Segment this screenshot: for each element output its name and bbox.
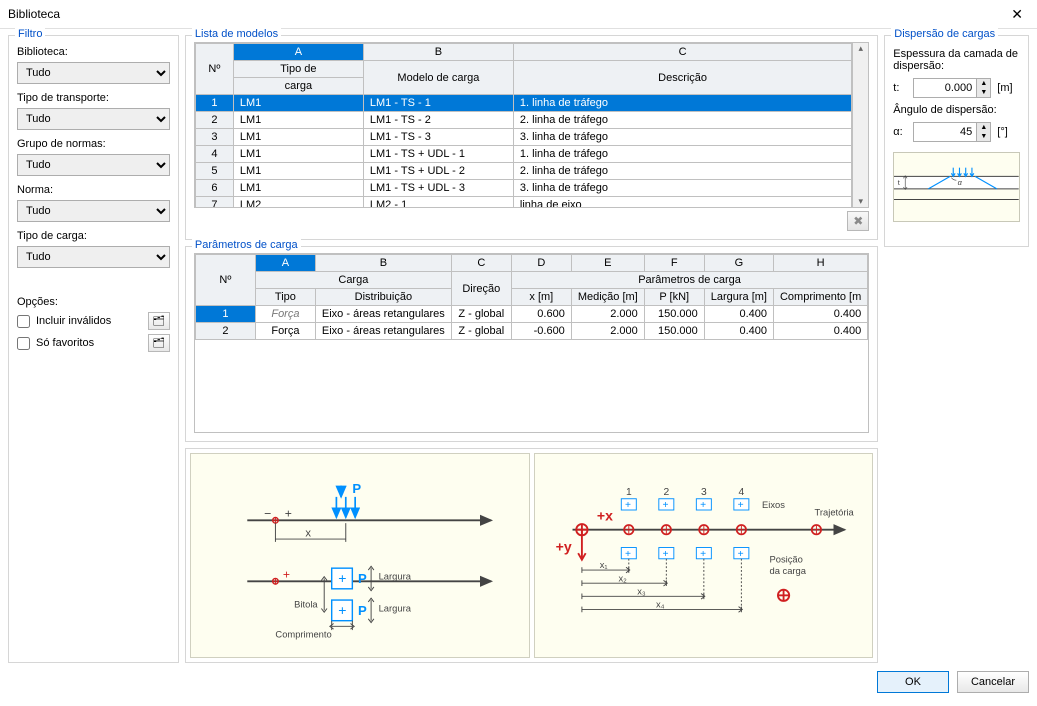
transporte-combo[interactable]: Tudo [17, 108, 170, 130]
svg-text:Eixos: Eixos [762, 500, 785, 510]
opcoes-label: Opções: [17, 296, 170, 308]
svg-text:+: + [700, 500, 706, 511]
svg-text:+: + [625, 500, 631, 511]
svg-text:Trajetória: Trajetória [814, 508, 854, 518]
t-label: t: [893, 82, 907, 94]
transporte-label: Tipo de transporte: [17, 92, 170, 104]
svg-text:Bitola: Bitola [294, 600, 318, 610]
models-group-title: Lista de modelos [192, 28, 281, 40]
svg-text:+: + [283, 567, 290, 581]
params-table[interactable]: NºABCDEFGHCargaDireçãoParâmetros de carg… [195, 254, 868, 340]
svg-text:P: P [358, 571, 367, 586]
delete-icon[interactable]: ✖ [847, 211, 869, 231]
svg-text:+: + [662, 500, 668, 511]
dispersion-group: Dispersão de cargas Espessura da camada … [884, 35, 1029, 247]
svg-text:da carga: da carga [769, 566, 806, 576]
svg-text:+: + [338, 602, 346, 618]
svg-text:α: α [958, 178, 963, 187]
normas-combo[interactable]: Tudo [17, 154, 170, 176]
titlebar: Biblioteca ✕ [0, 0, 1037, 28]
invalidos-tool-button[interactable]: 🗂 [148, 312, 170, 330]
svg-text:+: + [737, 549, 743, 560]
svg-text:P: P [352, 481, 361, 496]
params-group-title: Parâmetros de carga [192, 239, 301, 251]
diagram-panel-2: +x +y Trajetória 1 + +2 + +3 + +4 + + Eixos Posiçãoda… [534, 453, 874, 658]
svg-text:+: + [700, 549, 706, 560]
t-spin[interactable]: ▲▼ [913, 78, 991, 98]
biblioteca-combo[interactable]: Tudo [17, 62, 170, 84]
params-group: Parâmetros de carga NºABCDEFGHCargaDireç… [185, 246, 878, 442]
norma-label: Norma: [17, 184, 170, 196]
cancel-button[interactable]: Cancelar [957, 671, 1029, 693]
incluir-invalidos-label: Incluir inválidos [36, 315, 111, 327]
tipocarga-combo[interactable]: Tudo [17, 246, 170, 268]
dispersion-diagram: tα [893, 152, 1020, 222]
svg-text:4: 4 [738, 487, 744, 498]
footer: OK Cancelar [8, 669, 1029, 693]
t-unit: [m] [997, 82, 1012, 94]
tipocarga-label: Tipo de carga: [17, 230, 170, 242]
svg-text:+: + [737, 500, 743, 511]
a-input[interactable] [914, 123, 976, 141]
models-scrollbar[interactable] [852, 43, 868, 207]
svg-text:x₂: x₂ [618, 573, 627, 583]
norma-combo[interactable]: Tudo [17, 200, 170, 222]
diagram-panel-1: −+Px++PLargura+PLarguraBitolaComprimento [190, 453, 530, 658]
svg-text:−: − [264, 507, 271, 521]
a-down-icon[interactable]: ▼ [977, 132, 990, 141]
diagram-row: −+Px++PLargura+PLarguraBitolaComprimento… [185, 448, 878, 663]
svg-text:Posição: Posição [769, 555, 802, 565]
so-favoritos-checkbox[interactable]: Só favoritos [17, 337, 148, 350]
incluir-invalidos-checkbox[interactable]: Incluir inválidos [17, 315, 148, 328]
svg-text:3: 3 [701, 487, 707, 498]
so-favoritos-label: Só favoritos [36, 337, 94, 349]
filter-group-title: Filtro [15, 28, 45, 40]
a-up-icon[interactable]: ▲ [977, 123, 990, 132]
svg-text:+y: +y [555, 538, 571, 554]
t-input[interactable] [914, 79, 976, 97]
normas-label: Grupo de normas: [17, 138, 170, 150]
svg-text:+x: +x [597, 507, 613, 523]
t-down-icon[interactable]: ▼ [977, 88, 990, 97]
t-up-icon[interactable]: ▲ [977, 79, 990, 88]
svg-text:Largura: Largura [379, 603, 412, 613]
ok-button[interactable]: OK [877, 671, 949, 693]
svg-text:x₁: x₁ [599, 560, 607, 570]
close-icon[interactable]: ✕ [1003, 2, 1031, 27]
models-table[interactable]: NºABCTipo deModelo de cargaDescriçãocarg… [195, 43, 852, 207]
espessura-label: Espessura da camada de dispersão: [893, 48, 1020, 72]
svg-text:Comprimento: Comprimento [275, 630, 331, 640]
svg-text:2: 2 [663, 487, 669, 498]
svg-text:P: P [358, 603, 367, 618]
svg-text:+: + [285, 507, 292, 521]
angulo-label: Ângulo de dispersão: [893, 104, 1020, 116]
window-title: Biblioteca [8, 7, 1003, 21]
a-unit: [°] [997, 126, 1008, 138]
svg-text:Largura: Largura [379, 571, 412, 581]
biblioteca-label: Biblioteca: [17, 46, 170, 58]
svg-text:+: + [625, 549, 631, 560]
models-group: Lista de modelos NºABCTipo deModelo de c… [185, 35, 878, 240]
svg-text:+: + [338, 570, 346, 586]
favoritos-tool-button[interactable]: 🗂 [148, 334, 170, 352]
a-spin[interactable]: ▲▼ [913, 122, 991, 142]
filter-group: Filtro Biblioteca: Tudo Tipo de transpor… [8, 35, 179, 663]
svg-text:x: x [305, 527, 311, 539]
svg-text:+: + [662, 549, 668, 560]
svg-text:x₃: x₃ [637, 586, 646, 596]
svg-text:1: 1 [626, 487, 632, 498]
svg-text:x₄: x₄ [656, 600, 665, 610]
dispersion-group-title: Dispersão de cargas [891, 28, 998, 40]
a-label: α: [893, 126, 907, 138]
